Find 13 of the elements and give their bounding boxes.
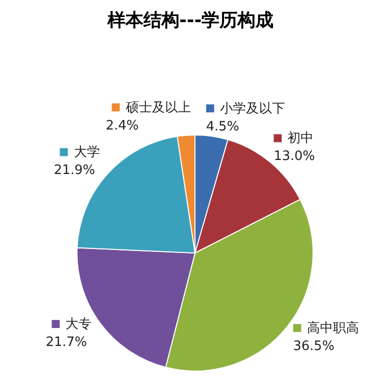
data-label: 2.4% [106, 118, 139, 134]
data-label: 4.5% [206, 119, 240, 134]
data-label: 36.5% [293, 339, 334, 354]
legend-label: 大学 [74, 145, 100, 160]
chart-title: 样本结构---学历构成 [106, 9, 275, 32]
legend-label: 硕士及以上 [124, 100, 191, 116]
legend-label: 大专 [66, 316, 92, 332]
legend-label: 高中职高 [307, 320, 360, 336]
data-label: 21.9% [54, 163, 96, 178]
data-label: 21.7% [46, 334, 88, 350]
legend-label: 小学及以下 [220, 101, 286, 116]
data-label: 13.0% [274, 149, 315, 164]
legend-label: 初中 [288, 131, 314, 146]
